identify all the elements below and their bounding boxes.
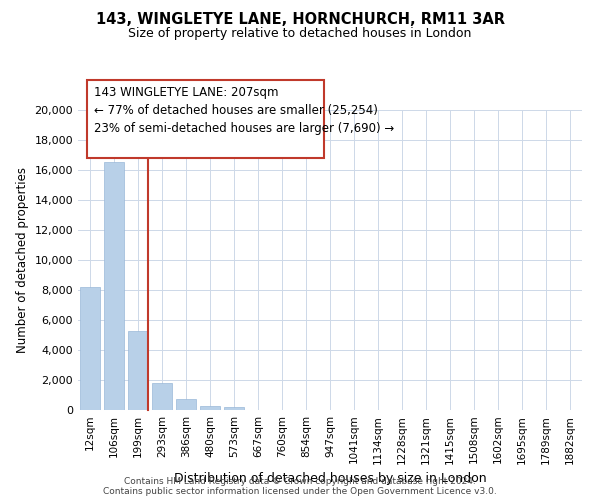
Text: Contains public sector information licensed under the Open Government Licence v3: Contains public sector information licen… [103, 487, 497, 496]
Bar [200, 406, 220, 410]
Bar [224, 407, 244, 410]
Bar [104, 162, 124, 410]
X-axis label: Distribution of detached houses by size in London: Distribution of detached houses by size … [173, 472, 487, 485]
Text: 143 WINGLETYE LANE: 207sqm
← 77% of detached houses are smaller (25,254)
23% of : 143 WINGLETYE LANE: 207sqm ← 77% of deta… [94, 86, 394, 135]
Text: Size of property relative to detached houses in London: Size of property relative to detached ho… [128, 28, 472, 40]
Bar [176, 399, 196, 410]
Bar [128, 330, 148, 410]
Y-axis label: Number of detached properties: Number of detached properties [16, 167, 29, 353]
Bar [152, 383, 172, 410]
Text: Contains HM Land Registry data © Crown copyright and database right 2024.: Contains HM Land Registry data © Crown c… [124, 477, 476, 486]
Bar [80, 287, 100, 410]
Text: 143, WINGLETYE LANE, HORNCHURCH, RM11 3AR: 143, WINGLETYE LANE, HORNCHURCH, RM11 3A… [95, 12, 505, 28]
